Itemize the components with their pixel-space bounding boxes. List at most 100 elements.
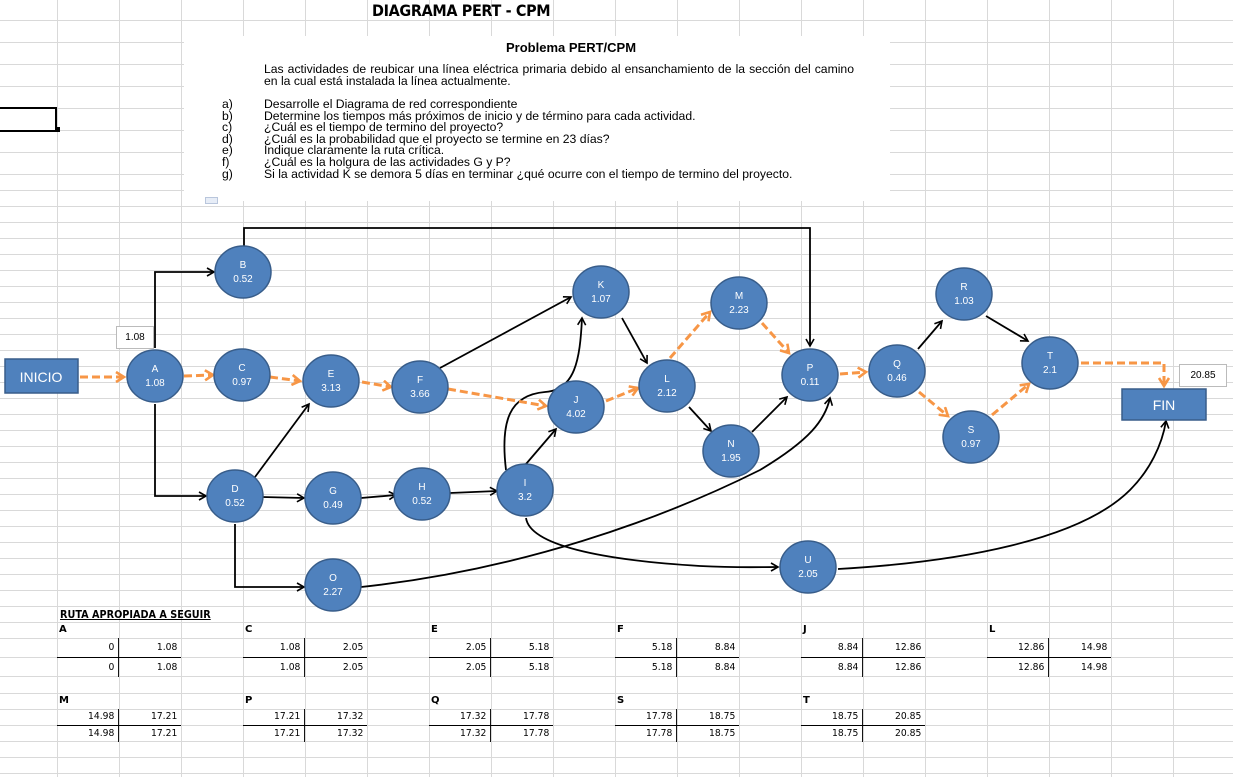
activity-node-a[interactable]: A 1.08 [126, 349, 184, 403]
activity-node-n[interactable]: N 1.95 [702, 424, 760, 478]
early-start[interactable]: 2.05 [434, 638, 491, 657]
activity-node-r[interactable]: R 1.03 [935, 267, 993, 321]
paste-options-icon[interactable] [205, 197, 218, 204]
late-finish[interactable]: 12.86 [894, 662, 922, 673]
early-finish[interactable]: 17.21 [150, 711, 178, 722]
question-d: d) ¿Cuál es la probabilidad que el proyec… [222, 131, 610, 146]
node-duration: 0.52 [225, 498, 245, 509]
late-start[interactable]: 12.86 [992, 658, 1049, 677]
node-duration: 3.2 [518, 492, 532, 503]
activity-node-f[interactable]: F 3.66 [391, 360, 449, 414]
edge-e-f [361, 382, 391, 387]
node-duration: 1.03 [954, 296, 974, 307]
early-times-row: 5.18 8.84 [615, 638, 739, 658]
late-finish[interactable]: 17.78 [522, 728, 550, 739]
activity-node-c[interactable]: C 0.97 [213, 348, 271, 402]
sheet-title: DIAGRAMA PERT - CPM [372, 1, 551, 20]
early-finish[interactable]: 1.08 [156, 642, 178, 653]
late-finish[interactable]: 5.18 [528, 662, 550, 673]
activity-table-p: P 17.21 17.32 17.21 17.32 [243, 695, 367, 755]
late-start[interactable]: 18.75 [806, 726, 863, 742]
activity-node-m[interactable]: M 2.23 [710, 276, 768, 330]
early-start[interactable]: 14.98 [62, 709, 119, 725]
early-start[interactable]: 1.08 [248, 638, 305, 657]
activity-node-e[interactable]: E 3.13 [302, 354, 360, 408]
edge-k-l [621, 317, 648, 365]
late-start[interactable]: 5.18 [620, 658, 677, 677]
activity-table-c: C 1.08 2.05 1.08 2.05 [243, 624, 367, 684]
activity-node-k[interactable]: K 1.07 [572, 265, 630, 319]
activity-node-d[interactable]: D 0.52 [206, 469, 264, 523]
activity-node-p[interactable]: P 0.11 [781, 348, 839, 402]
edge-u-fin [837, 419, 1170, 570]
activity-table-m: M 14.98 17.21 14.98 17.21 [57, 695, 181, 755]
activity-node-b[interactable]: B 0.52 [214, 245, 272, 299]
activity-node-s[interactable]: S 0.97 [942, 410, 1000, 464]
late-start[interactable]: 1.08 [248, 658, 305, 677]
late-finish[interactable]: 20.85 [894, 728, 922, 739]
late-start[interactable]: 14.98 [62, 726, 119, 742]
early-finish[interactable]: 17.78 [522, 711, 550, 722]
early-start[interactable]: 17.78 [620, 709, 677, 725]
node-id: J [574, 395, 579, 406]
node-id: E [328, 369, 335, 380]
activity-node-l[interactable]: L 2.12 [638, 359, 696, 413]
node-duration: 1.95 [721, 453, 741, 464]
late-start[interactable]: 17.78 [620, 726, 677, 742]
early-start[interactable]: 8.84 [806, 638, 863, 657]
activity-node-i[interactable]: I 3.2 [496, 463, 554, 517]
late-finish[interactable]: 18.75 [708, 728, 736, 739]
end-time-box[interactable]: 20.85 [1179, 364, 1227, 387]
fill-handle[interactable] [55, 127, 60, 132]
node-id: P [807, 363, 814, 374]
early-start[interactable]: 12.86 [992, 638, 1049, 657]
early-start[interactable]: 18.75 [806, 709, 863, 725]
activity-node-t[interactable]: T 2.1 [1021, 336, 1079, 390]
end-node[interactable]: FIN [1121, 388, 1207, 421]
selected-cell[interactable] [0, 107, 57, 132]
problem-statement-box[interactable]: Problema PERT/CPM Las actividades de reu… [184, 36, 890, 204]
activity-node-q[interactable]: Q 0.46 [868, 344, 926, 398]
late-finish[interactable]: 1.08 [156, 662, 178, 673]
late-start[interactable]: 17.21 [248, 726, 305, 742]
late-finish[interactable]: 8.84 [714, 662, 736, 673]
early-finish[interactable]: 18.75 [708, 711, 736, 722]
activity-node-g[interactable]: G 0.49 [304, 471, 362, 525]
problem-title: Problema PERT/CPM [506, 40, 637, 55]
edge-b-p [243, 227, 815, 348]
late-finish[interactable]: 17.32 [336, 728, 364, 739]
early-start[interactable]: 17.21 [248, 709, 305, 725]
node-id: S [968, 425, 975, 436]
early-start[interactable]: 17.32 [434, 709, 491, 725]
activity-node-h[interactable]: H 0.52 [393, 467, 451, 521]
node-duration: 2.23 [729, 305, 749, 316]
activity-node-o[interactable]: O 2.27 [304, 558, 362, 612]
early-finish[interactable]: 14.98 [1080, 642, 1108, 653]
late-times-row: 17.78 18.75 [615, 726, 739, 742]
late-finish[interactable]: 2.05 [342, 662, 364, 673]
activity-node-j[interactable]: J 4.02 [547, 380, 605, 434]
early-finish[interactable]: 2.05 [342, 642, 364, 653]
node-id: U [804, 555, 811, 566]
early-finish[interactable]: 12.86 [894, 642, 922, 653]
early-start[interactable]: 5.18 [620, 638, 677, 657]
late-start[interactable]: 0 [62, 658, 119, 677]
problem-intro: Las actividades de reubicar una línea el… [264, 62, 854, 88]
start-time-box[interactable]: 1.08 [116, 326, 154, 349]
late-start[interactable]: 17.32 [434, 726, 491, 742]
start-label: INICIO [20, 369, 63, 385]
start-node[interactable]: INICIO [4, 358, 79, 394]
early-finish[interactable]: 20.85 [894, 711, 922, 722]
node-id: O [329, 573, 337, 584]
node-duration: 2.05 [798, 569, 818, 580]
node-id: C [238, 363, 245, 374]
early-finish[interactable]: 17.32 [336, 711, 364, 722]
early-finish[interactable]: 8.84 [714, 642, 736, 653]
late-start[interactable]: 8.84 [806, 658, 863, 677]
late-finish[interactable]: 14.98 [1080, 662, 1108, 673]
early-start[interactable]: 0 [62, 638, 119, 657]
early-finish[interactable]: 5.18 [528, 642, 550, 653]
late-start[interactable]: 2.05 [434, 658, 491, 677]
late-finish[interactable]: 17.21 [150, 728, 178, 739]
activity-node-u[interactable]: U 2.05 [779, 540, 837, 594]
